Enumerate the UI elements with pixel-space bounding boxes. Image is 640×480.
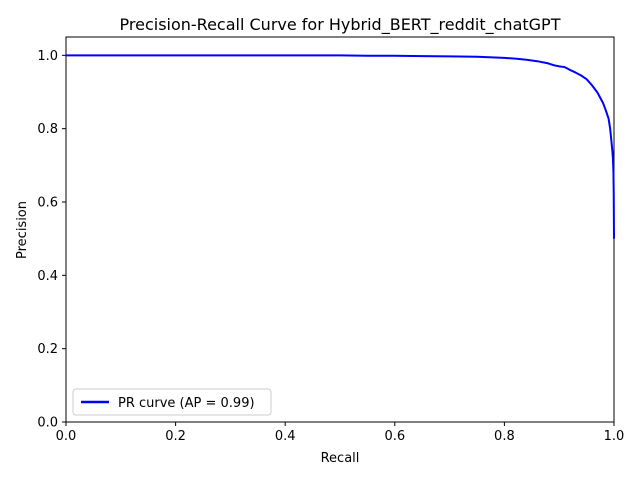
y-tick-label: 1.0 — [37, 49, 58, 64]
legend-entry-pr-curve: PR curve (AP = 0.99) — [118, 396, 255, 411]
x-tick-label: 1.0 — [604, 429, 625, 444]
plot-frame — [65, 36, 615, 423]
y-tick-label: 0.2 — [37, 342, 58, 357]
y-tick-label: 0.8 — [37, 122, 58, 137]
y-tick-label: 0.0 — [37, 416, 58, 431]
x-tick-label: 0.8 — [494, 429, 515, 444]
x-tick-label: 0.4 — [275, 429, 296, 444]
y-axis: 0.0 0.2 0.4 0.6 0.8 1.0 — [37, 49, 66, 431]
series-line-0 — [66, 54, 615, 239]
series-layer — [66, 54, 615, 239]
x-axis-label: Recall — [321, 451, 360, 466]
y-tick-label: 0.4 — [37, 269, 58, 284]
legend-box — [72, 388, 272, 416]
x-tick-label: 0.0 — [56, 429, 77, 444]
x-tick-label: 0.6 — [384, 429, 405, 444]
y-tick-label: 0.6 — [37, 196, 58, 211]
legend: PR curve (AP = 0.99) — [72, 388, 272, 416]
chart-title: Precision-Recall Curve for Hybrid_BERT_r… — [120, 15, 561, 35]
x-axis: 0.0 0.2 0.4 0.6 0.8 1.0 — [56, 422, 625, 444]
y-axis-label: Precision — [15, 201, 30, 259]
x-tick-label: 0.2 — [165, 429, 186, 444]
